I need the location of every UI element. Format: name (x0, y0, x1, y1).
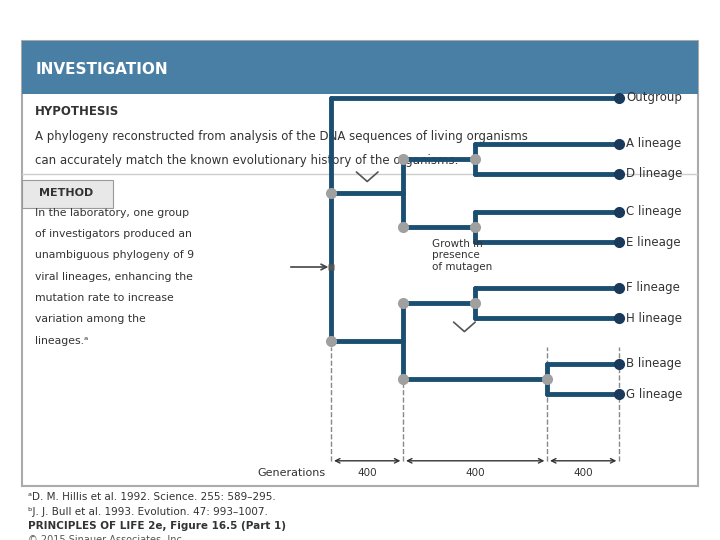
Text: B lineage: B lineage (626, 357, 682, 370)
Text: D lineage: D lineage (626, 167, 683, 180)
Text: G lineage: G lineage (626, 388, 683, 401)
Text: viral lineages, enhancing the: viral lineages, enhancing the (35, 272, 193, 282)
Text: E lineage: E lineage (626, 236, 681, 249)
Text: unambiguous phylogeny of 9: unambiguous phylogeny of 9 (35, 251, 194, 260)
Text: PRINCIPLES OF LIFE 2e, Figure 16.5 (Part 1): PRINCIPLES OF LIFE 2e, Figure 16.5 (Part… (28, 521, 287, 531)
Text: Growth in
presence
of mutagen: Growth in presence of mutagen (432, 239, 492, 272)
Text: H lineage: H lineage (626, 312, 683, 325)
Text: C lineage: C lineage (626, 205, 682, 218)
FancyBboxPatch shape (22, 180, 113, 207)
Text: 400: 400 (357, 468, 377, 478)
Text: mutation rate to increase: mutation rate to increase (35, 293, 174, 303)
Text: A lineage: A lineage (626, 137, 682, 150)
Text: ᵃD. M. Hillis et al. 1992. Science. 255: 589–295.: ᵃD. M. Hillis et al. 1992. Science. 255:… (28, 492, 276, 503)
Text: ᵇJ. J. Bull et al. 1993. Evolution. 47: 993–1007.: ᵇJ. J. Bull et al. 1993. Evolution. 47: … (28, 507, 269, 517)
Text: variation among the: variation among the (35, 314, 146, 325)
Text: 400: 400 (573, 468, 593, 478)
Text: METHOD: METHOD (39, 188, 93, 198)
FancyBboxPatch shape (22, 40, 698, 94)
Text: Figure 16.5 The Accuracy of Phylogenetic Analysis (Part 1): Figure 16.5 The Accuracy of Phylogenetic… (7, 12, 454, 27)
Text: can accurately match the known evolutionary history of the organisms.: can accurately match the known evolution… (35, 154, 459, 167)
Text: In the laboratory, one group: In the laboratory, one group (35, 207, 189, 218)
Text: INVESTIGATION: INVESTIGATION (35, 62, 168, 77)
Text: Generations: Generations (258, 468, 325, 478)
Text: F lineage: F lineage (626, 281, 680, 294)
Text: Outgroup: Outgroup (626, 91, 683, 104)
Text: A phylogeny reconstructed from analysis of the DNA sequences of living organisms: A phylogeny reconstructed from analysis … (35, 130, 528, 143)
Text: 400: 400 (465, 468, 485, 478)
Text: © 2015 Sinauer Associates, Inc.: © 2015 Sinauer Associates, Inc. (28, 535, 185, 540)
Text: HYPOTHESIS: HYPOTHESIS (35, 105, 120, 118)
Text: of investigators produced an: of investigators produced an (35, 229, 192, 239)
Text: lineages.ᵃ: lineages.ᵃ (35, 336, 89, 346)
